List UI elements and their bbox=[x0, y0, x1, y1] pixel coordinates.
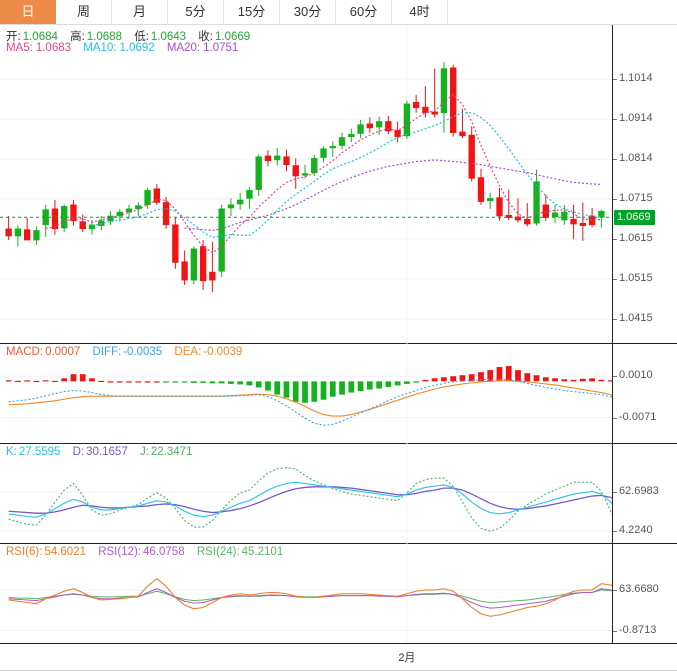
price-tick-label-1: 1.0914 bbox=[619, 112, 653, 125]
tab-60min[interactable]: 60分 bbox=[336, 0, 392, 24]
macd-label: MACD: bbox=[6, 346, 44, 358]
panel-divider-1 bbox=[0, 343, 677, 344]
rsi6-label: RSI(6): bbox=[6, 546, 43, 558]
tabbar-filler bbox=[448, 0, 677, 24]
macd-value: 0.0007 bbox=[45, 346, 81, 358]
rsi-panel: RSI(6): 54.6021 RSI(12): 46.0758 RSI(24): 4… bbox=[0, 543, 677, 643]
diff-label: DIFF: bbox=[92, 346, 122, 358]
dea-value: -0.0039 bbox=[203, 346, 243, 358]
tab-month[interactable]: 月 bbox=[112, 0, 168, 24]
j-label: J: bbox=[139, 446, 149, 458]
price-tick-label-6: 1.0415 bbox=[619, 311, 653, 324]
ma10-label: MA10: bbox=[83, 42, 117, 54]
ma5-label: MA5: bbox=[6, 42, 33, 54]
rsi-legend: RSI(6): 54.6021 RSI(12): 46.0758 RSI(24): 4… bbox=[6, 546, 292, 558]
price-tick-label-5: 1.0515 bbox=[619, 271, 653, 284]
tab-week[interactable]: 周 bbox=[56, 0, 112, 24]
price-tick-mark bbox=[613, 238, 617, 240]
low-value: 1.0643 bbox=[150, 31, 187, 43]
axis-tick-mark bbox=[613, 590, 617, 592]
high-label: 高: bbox=[70, 31, 85, 43]
panel-divider-4 bbox=[0, 643, 677, 644]
current-price-badge: 1.0669 bbox=[614, 209, 655, 225]
macd-legend: MACD: 0.0007 DIFF: -0.0035 DEA: -0.0039 bbox=[6, 346, 251, 358]
k-label: K: bbox=[6, 446, 17, 458]
open-value: 1.0684 bbox=[22, 31, 58, 43]
macd-y-axis: 0.0010 -0.0071 bbox=[612, 343, 677, 443]
kdj-legend: K: 27.5595 D: 30.1657 J: 22.3471 bbox=[6, 446, 201, 458]
timeframe-tabbar: 日 周 月 5分 15分 30分 60分 4时 bbox=[0, 0, 677, 25]
tab-5min[interactable]: 5分 bbox=[168, 0, 224, 24]
price-tick-label-3: 1.0715 bbox=[619, 191, 653, 204]
dea-label: DEA: bbox=[174, 346, 202, 358]
price-tick-mark bbox=[613, 278, 617, 280]
ma10-value: 1.0692 bbox=[119, 42, 155, 54]
axis-tick-mark bbox=[613, 630, 617, 632]
price-y-axis[interactable]: 1.1014 1.0914 1.0814 1.0715 1.0615 1.0515 1.04… bbox=[612, 25, 677, 343]
rsi-y-axis: 63.6680 -0.8713 bbox=[612, 543, 677, 643]
axis-tick-mark bbox=[613, 492, 617, 494]
axis-tick-label-0: 0.0010 bbox=[619, 369, 653, 382]
kdj-y-axis: 62.6983 4.2240 bbox=[612, 443, 677, 543]
kdj-panel: K: 27.5595 D: 30.1657 J: 22.3471 62.6983 4.2… bbox=[0, 443, 677, 543]
price-tick-label-2: 1.0814 bbox=[619, 152, 653, 165]
tab-15min[interactable]: 15分 bbox=[224, 0, 280, 24]
rsi12-label: RSI(12): bbox=[98, 546, 142, 558]
tab-30min[interactable]: 30分 bbox=[280, 0, 336, 24]
x-axis-panel: 2月 bbox=[0, 643, 677, 671]
ma5-value: 1.0683 bbox=[35, 42, 72, 54]
rsi24-label: RSI(24): bbox=[196, 546, 240, 558]
price-tick-mark bbox=[613, 79, 617, 81]
ma20-value: 1.0751 bbox=[203, 42, 239, 54]
diff-value: -0.0035 bbox=[123, 346, 163, 358]
rsi12-value: 46.0758 bbox=[143, 546, 185, 558]
rsi24-value: 45.2101 bbox=[241, 546, 284, 558]
kdj-plot[interactable] bbox=[0, 443, 612, 543]
x-axis-tick-label-0: 2月 bbox=[398, 652, 416, 664]
panel-divider-2 bbox=[0, 443, 677, 444]
axis-tick-label-0: 62.6983 bbox=[619, 485, 659, 498]
axis-tick-mark bbox=[613, 417, 617, 419]
axis-tick-mark bbox=[613, 376, 617, 378]
price-tick-mark bbox=[613, 119, 617, 121]
tab-day[interactable]: 日 bbox=[0, 0, 56, 24]
open-label: 开: bbox=[6, 31, 21, 43]
ohlc-legend: 开: 1.0684 高: 1.0688 低: 1.0643 收: 1.0669 bbox=[6, 28, 259, 44]
rsi-plot[interactable] bbox=[0, 543, 612, 643]
macd-plot[interactable] bbox=[0, 343, 612, 443]
rsi6-value: 54.6021 bbox=[44, 546, 86, 558]
price-tick-label-0: 1.1014 bbox=[619, 72, 653, 85]
k-value: 27.5595 bbox=[18, 446, 61, 458]
panel-divider-3 bbox=[0, 543, 677, 544]
price-plot[interactable] bbox=[0, 25, 612, 343]
price-tick-label-4: 1.0615 bbox=[619, 231, 653, 244]
axis-tick-label-1: -0.0071 bbox=[619, 410, 657, 423]
axis-tick-label-0: 63.6680 bbox=[619, 583, 659, 596]
close-value: 1.0669 bbox=[214, 31, 251, 43]
j-value: 22.3471 bbox=[150, 446, 193, 458]
tab-4hour[interactable]: 4时 bbox=[392, 0, 448, 24]
macd-panel: MACD: 0.0007 DIFF: -0.0035 DEA: -0.0039 0.0… bbox=[0, 343, 677, 443]
axis-tick-label-1: 4.2240 bbox=[619, 523, 653, 536]
axis-tick-label-1: -0.8713 bbox=[619, 623, 657, 636]
ma20-label: MA20: bbox=[166, 42, 201, 54]
d-label: D: bbox=[72, 446, 85, 458]
price-tick-mark bbox=[613, 318, 617, 320]
axis-tick-mark bbox=[613, 530, 617, 532]
high-value: 1.0688 bbox=[86, 31, 122, 43]
d-value: 30.1657 bbox=[86, 446, 128, 458]
price-panel: 开: 1.0684 高: 1.0688 低: 1.0643 收: 1.0669 MA5:… bbox=[0, 25, 677, 343]
ma-legend: MA5: 1.0683 MA10: 1.0692 MA20: 1.0751 bbox=[6, 42, 247, 54]
price-tick-mark bbox=[613, 159, 617, 161]
low-label: 低: bbox=[134, 31, 149, 43]
close-label: 收: bbox=[198, 31, 213, 43]
price-tick-mark bbox=[613, 198, 617, 200]
